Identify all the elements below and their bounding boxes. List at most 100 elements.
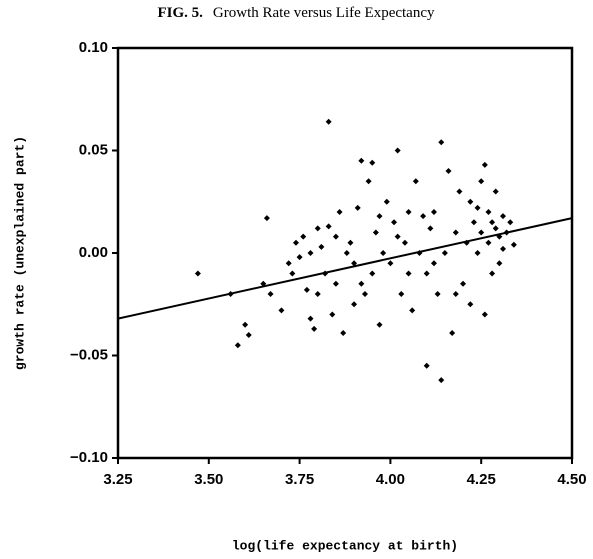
point xyxy=(332,233,339,240)
point xyxy=(499,245,506,252)
point xyxy=(427,225,434,232)
fit-line xyxy=(117,217,573,320)
point xyxy=(398,291,405,297)
point xyxy=(307,250,314,256)
point xyxy=(507,219,514,226)
point xyxy=(263,215,270,222)
point xyxy=(489,270,496,277)
point xyxy=(369,159,376,166)
point xyxy=(242,321,249,328)
point xyxy=(489,219,496,226)
point xyxy=(285,260,292,267)
point xyxy=(369,270,376,277)
point xyxy=(325,118,332,125)
point xyxy=(332,280,339,287)
point xyxy=(481,161,488,168)
x-tick-label: 3.75 xyxy=(285,471,314,488)
point xyxy=(423,270,430,277)
point xyxy=(460,280,467,287)
point xyxy=(292,239,299,246)
point xyxy=(485,209,492,215)
point xyxy=(314,225,321,232)
y-axis-label: growth rate (unexplained part) xyxy=(12,136,27,370)
y-tick-label: 0.10 xyxy=(79,39,108,56)
point xyxy=(430,209,437,215)
point xyxy=(394,233,401,240)
point xyxy=(325,223,332,230)
point xyxy=(423,362,430,369)
point xyxy=(376,321,383,328)
point xyxy=(456,188,463,195)
point xyxy=(267,291,274,297)
point xyxy=(409,307,416,314)
point xyxy=(467,301,474,308)
point xyxy=(434,291,441,297)
point xyxy=(365,178,372,185)
point xyxy=(438,139,445,146)
x-axis-label: log(life expectancy at birth) xyxy=(232,538,458,553)
point xyxy=(485,239,492,246)
point xyxy=(470,219,477,226)
point xyxy=(347,239,354,246)
point xyxy=(412,178,419,185)
y-tick-label: −0.05 xyxy=(70,346,108,363)
x-tick-label: 3.50 xyxy=(194,471,223,488)
point xyxy=(405,209,412,215)
chart-title: FIG. 5. Growth Rate versus Life Expectanc… xyxy=(157,5,435,21)
point xyxy=(499,213,506,220)
point xyxy=(492,225,499,232)
point xyxy=(314,291,321,297)
point xyxy=(380,250,387,256)
point xyxy=(452,291,459,297)
point xyxy=(318,243,325,250)
point xyxy=(474,250,481,256)
point xyxy=(351,301,358,308)
point xyxy=(307,315,314,322)
point xyxy=(361,291,368,297)
point xyxy=(358,157,365,164)
point xyxy=(496,260,503,267)
point xyxy=(510,241,517,248)
point xyxy=(441,250,448,256)
y-tick-label: 0.00 xyxy=(79,244,108,261)
point xyxy=(492,188,499,195)
x-tick-label: 4.25 xyxy=(467,471,496,488)
point xyxy=(478,229,485,236)
point xyxy=(311,325,318,332)
point xyxy=(430,260,437,267)
point xyxy=(303,286,310,293)
point xyxy=(387,260,394,267)
point xyxy=(394,147,401,154)
point xyxy=(336,209,343,215)
point xyxy=(358,280,365,287)
point xyxy=(391,219,398,226)
point xyxy=(234,342,241,349)
point xyxy=(401,239,408,246)
point xyxy=(467,198,474,205)
point xyxy=(278,307,285,314)
point xyxy=(245,332,252,338)
point xyxy=(289,270,296,277)
point xyxy=(354,204,361,211)
y-tick-label: −0.10 xyxy=(70,449,108,466)
point xyxy=(340,329,347,336)
x-tick-label: 4.50 xyxy=(557,471,586,488)
point xyxy=(329,311,336,318)
point xyxy=(372,229,379,236)
title-text: Growth Rate versus Life Expectancy xyxy=(213,5,435,21)
point xyxy=(438,377,445,384)
x-tick-label: 3.25 xyxy=(103,471,132,488)
point xyxy=(481,311,488,318)
x-tick-label: 4.00 xyxy=(376,471,405,488)
point xyxy=(452,229,459,236)
y-tick-label: 0.05 xyxy=(79,141,108,158)
point xyxy=(420,213,427,220)
point xyxy=(474,204,481,211)
point xyxy=(296,254,303,261)
point xyxy=(343,250,350,256)
point xyxy=(351,260,358,267)
figure-label: FIG. 5. xyxy=(157,5,203,21)
point xyxy=(478,178,485,185)
point xyxy=(376,213,383,220)
